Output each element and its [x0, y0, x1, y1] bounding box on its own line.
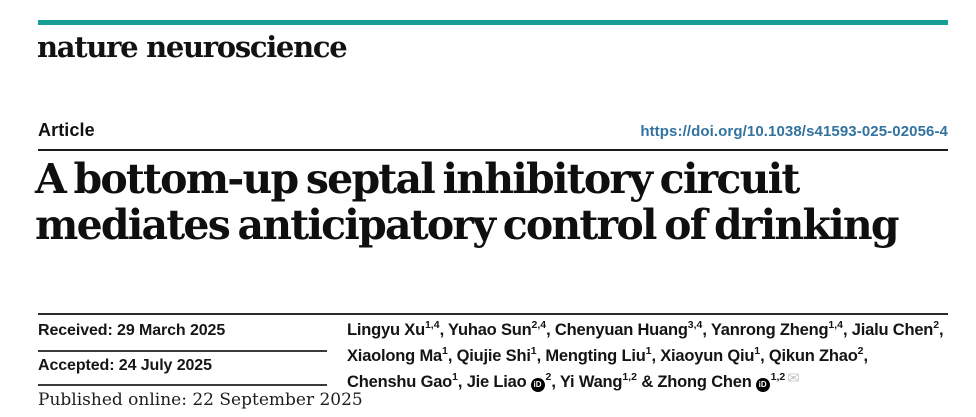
journal-wordmark: nature neuroscience: [37, 30, 348, 64]
brand-rule: [38, 20, 948, 25]
header-divider: [38, 149, 948, 151]
author-name: Jialu Chen: [851, 321, 934, 339]
published-date: Published online: 22 September 2025: [38, 390, 363, 410]
author-name: Mengting Liu: [545, 347, 646, 365]
author-line-2: Xiaolong Ma1, Qiujie Shi1, Mengting Liu1…: [347, 344, 868, 365]
author-line-3: Chenshu Gao1, Jie Liao iD2, Yi Wang1,2 & …: [347, 370, 800, 392]
dates-divider-1: [38, 350, 327, 352]
author-name: Zhong Chen: [657, 373, 752, 391]
orcid-icon[interactable]: iD: [755, 378, 770, 392]
author-affiliation-superscript: 1,2: [622, 370, 637, 383]
email-icon[interactable]: ✉: [787, 370, 800, 387]
title-line-1: A bottom-up septal inhibitory circuit: [35, 155, 800, 203]
author-name: Xiaolong Ma: [347, 347, 442, 365]
author-name: Chenshu Gao: [347, 373, 453, 391]
meta-divider-top: [38, 313, 948, 315]
author-name: Chenyuan Huang: [554, 321, 688, 339]
author-affiliation-superscript: 1: [441, 344, 448, 357]
author-affiliation-superscript: 2: [857, 344, 864, 357]
author-name: Qikun Zhao: [768, 347, 858, 365]
author-affiliation-superscript: 1: [754, 344, 761, 357]
title-line-2: mediates anticipatory control of drinkin…: [35, 201, 900, 249]
author-affiliation-superscript: 1,4: [828, 318, 843, 331]
author-affiliation-superscript: 1: [645, 344, 652, 357]
author-line-1: Lingyu Xu1,4, Yuhao Sun2,4, Chenyuan Hua…: [347, 318, 944, 339]
doi-link[interactable]: https://doi.org/10.1038/s41593-025-02056…: [640, 123, 948, 140]
author-affiliation-superscript: 3,4: [687, 318, 703, 331]
author-name: Jie Liao: [466, 373, 527, 391]
orcid-icon[interactable]: iD: [530, 378, 545, 392]
author-affiliation-superscript: 2: [933, 318, 940, 331]
author-affiliation-superscript: 2: [545, 370, 552, 383]
author-name: Lingyu Xu: [347, 321, 425, 339]
author-affiliation-superscript: 1: [530, 344, 537, 357]
author-affiliation-superscript: 1,4: [424, 318, 440, 331]
received-date: Received: 29 March 2025: [38, 322, 226, 339]
author-name: Yi Wang: [559, 373, 623, 391]
page-title: A bottom-up septal inhibitory circuit med…: [35, 156, 965, 248]
author-name: Yuhao Sun: [448, 321, 532, 339]
dates-divider-2: [38, 384, 327, 386]
author-name: Qiujie Shi: [456, 347, 531, 365]
article-type-label: Article: [38, 120, 95, 140]
author-affiliation-superscript: 1: [452, 370, 458, 383]
author-name: Xiaoyun Qiu: [660, 347, 755, 365]
author-affiliation-superscript: 1,2: [770, 370, 786, 383]
header-row: Article https://doi.org/10.1038/s41593-0…: [38, 120, 948, 141]
author-name: Yanrong Zheng: [710, 321, 829, 339]
author-list: Lingyu Xu1,4, Yuhao Sun2,4, Chenyuan Hua…: [347, 317, 952, 396]
accepted-date: Accepted: 24 July 2025: [38, 357, 212, 374]
author-affiliation-superscript: 2,4: [531, 318, 547, 331]
